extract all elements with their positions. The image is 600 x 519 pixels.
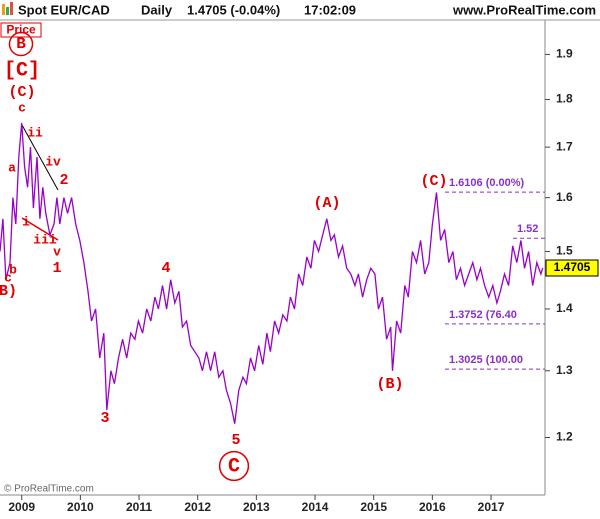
logo (2, 4, 5, 15)
wave-label: c (18, 100, 26, 115)
wave-label: (A) (313, 195, 340, 212)
logo (6, 7, 9, 15)
trend-line (21, 124, 59, 191)
wave-label: i (22, 214, 30, 229)
x-tick-label: 2017 (478, 500, 505, 514)
wave-label: a (8, 160, 16, 175)
y-tick-label: 1.8 (556, 92, 573, 106)
fib-label: 1.6106 (0.00%) (449, 177, 525, 189)
wave-label: C (228, 455, 240, 478)
wave-label: 5 (231, 432, 240, 449)
x-tick-label: 2014 (302, 500, 329, 514)
last-price-box (545, 259, 599, 277)
last-price-label: 1.4705 (554, 260, 591, 274)
x-tick-label: 2015 (360, 500, 387, 514)
y-tick-label: 1.9 (556, 47, 573, 61)
wave-label: 2 (59, 172, 68, 189)
y-tick-label: 1.3 (556, 363, 573, 377)
wave-label: v (53, 244, 61, 259)
y-tick-label: 1.4 (556, 301, 573, 315)
annotation-circle (218, 450, 250, 482)
wave-label: c (4, 270, 12, 285)
x-tick-label: 2012 (184, 500, 211, 514)
wave-label: B (16, 35, 26, 53)
wave-label: 4 (161, 260, 170, 277)
y-tick-label: 1.2 (556, 430, 573, 444)
annotation-circle (8, 31, 34, 57)
panel-label-box (0, 22, 42, 38)
symbol: Spot EUR/CAD (18, 2, 110, 17)
time: 17:02:09 (304, 2, 356, 17)
panel-label: Price (6, 23, 36, 37)
site: www.ProRealTime.com (452, 2, 596, 17)
fib-label: 1.3025 (100.00 (449, 354, 523, 366)
wave-label: B) (0, 283, 17, 300)
y-tick-label: 1.6 (556, 190, 573, 204)
x-tick-label: 2010 (67, 500, 94, 514)
wave-label: (B) (376, 376, 403, 393)
y-tick-label: 1.7 (556, 139, 573, 153)
period: Daily (141, 2, 173, 17)
wave-label: [C] (4, 59, 40, 82)
x-tick-label: 2013 (243, 500, 270, 514)
fib-label: 1.52 (517, 223, 538, 235)
wave-label: 3 (100, 410, 109, 427)
wave-label: iv (45, 154, 61, 169)
wave-label: ii (27, 125, 43, 140)
wave-label: 1 (52, 260, 61, 277)
price-line (0, 122, 544, 424)
logo (10, 2, 13, 15)
x-tick-label: 2016 (419, 500, 446, 514)
quote: 1.4705 (-0.04%) (187, 2, 280, 17)
x-tick-label: 2011 (126, 500, 152, 514)
wave-label: (C) (420, 173, 447, 190)
x-tick-label: 2009 (8, 500, 35, 514)
wave-label: iii (33, 232, 57, 247)
y-tick-label: 1.5 (556, 244, 573, 258)
wave-label: (C) (8, 84, 35, 101)
copyright: © ProRealTime.com (4, 484, 94, 495)
wave-label: b (9, 262, 17, 277)
fib-label: 1.3752 (76.40 (449, 309, 517, 321)
trend-line (21, 217, 59, 241)
